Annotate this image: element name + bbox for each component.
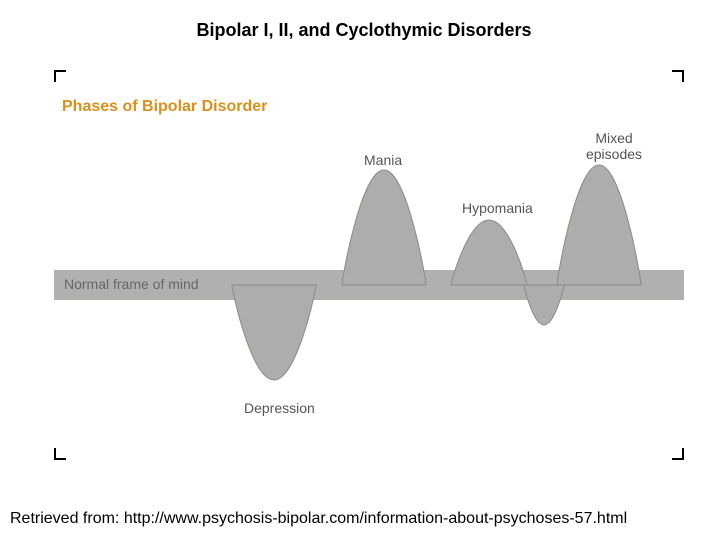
- wave-svg: [54, 70, 684, 460]
- label-mania: Mania: [364, 152, 402, 168]
- label-depression: Depression: [244, 400, 315, 416]
- baseline-label: Normal frame of mind: [64, 276, 199, 292]
- label-mixed: Mixed episodes: [579, 130, 649, 162]
- citation-text: Retrieved from: http://www.psychosis-bip…: [10, 510, 627, 528]
- diagram-area: Phases of Bipolar Disorder Normal frame …: [54, 70, 684, 460]
- label-hypomania: Hypomania: [462, 200, 533, 216]
- slide-title: Bipolar I, II, and Cyclothymic Disorders: [0, 20, 728, 41]
